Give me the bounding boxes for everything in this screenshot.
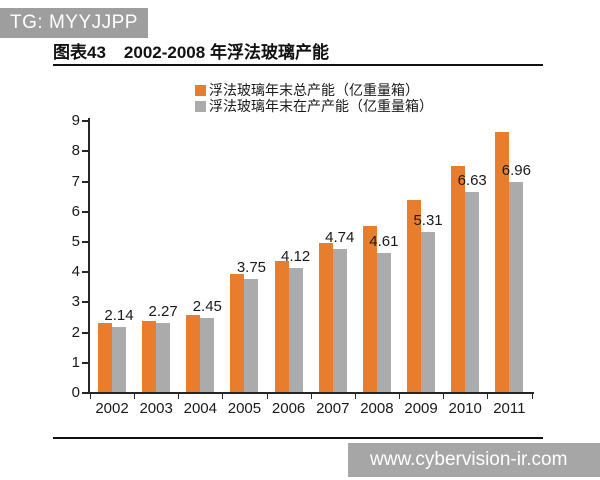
- x-axis-tick: [399, 394, 401, 399]
- y-axis-tick-label: 6: [71, 202, 80, 220]
- y-axis-tick-label: 0: [71, 384, 80, 401]
- bottom-divider: [53, 437, 543, 439]
- y-axis-tick: [82, 120, 88, 123]
- y-axis-tick: [82, 241, 88, 243]
- x-axis-category-label: 2005: [227, 400, 262, 417]
- x-axis-category-label: 2002: [95, 400, 129, 417]
- source-badge: TG: MYYJJPP: [0, 8, 148, 38]
- bar-data-label: 2.45: [192, 298, 222, 315]
- x-axis-category-label: 2009: [404, 400, 438, 417]
- bar-data-label: 4.12: [280, 247, 311, 265]
- x-axis-category-label: 2011: [493, 400, 526, 417]
- bar-in-production-capacity: [244, 278, 259, 392]
- y-axis-tick-label: 5: [71, 233, 80, 250]
- x-axis-category-label: 2010: [448, 400, 482, 417]
- y-axis-tick: [82, 150, 88, 153]
- bar-data-label: 6.63: [457, 171, 487, 189]
- bar-total-capacity: [142, 321, 157, 392]
- bar-in-production-capacity: [156, 323, 171, 392]
- bar-in-production-capacity: [288, 267, 303, 392]
- legend-label-in-production: 浮法玻璃年末在产产能（亿重量箱）: [209, 98, 433, 114]
- bar-data-label: 6.96: [501, 161, 531, 179]
- bar-total-capacity: [318, 242, 333, 392]
- y-axis-tick: [82, 210, 88, 213]
- y-axis-tick: [82, 271, 88, 274]
- y-axis-tick-label: 1: [71, 353, 80, 371]
- y-axis-line: [88, 118, 90, 394]
- x-axis-tick: [487, 394, 489, 399]
- x-axis-tick: [178, 394, 180, 399]
- y-axis-tick: [82, 301, 88, 304]
- x-axis-category-label: 2007: [316, 400, 350, 417]
- y-axis-tick-label: 8: [71, 142, 80, 160]
- x-axis-tick: [90, 394, 91, 399]
- y-axis-tick-label: 3: [71, 293, 80, 311]
- x-axis-category-label: 2008: [360, 400, 394, 417]
- bar-in-production-capacity: [200, 318, 215, 392]
- y-axis-tick: [82, 361, 88, 364]
- bar-data-label: 4.74: [325, 228, 355, 246]
- chart-title: 图表43 2002-2008 年浮法玻璃产能: [53, 38, 543, 66]
- bar-in-production-capacity: [509, 181, 524, 392]
- chart-title-text: 2002-2008 年浮法玻璃产能: [123, 43, 329, 62]
- x-axis-tick: [354, 394, 356, 399]
- y-axis-tick-label: 2: [71, 323, 80, 341]
- bar-total-capacity: [230, 274, 245, 392]
- bar-total-capacity: [362, 225, 377, 392]
- y-axis-tick: [82, 180, 88, 183]
- watermark: www.cybervision-ir.com: [348, 443, 600, 477]
- x-axis-tick: [266, 394, 268, 399]
- bar-data-label: 2.14: [104, 307, 134, 325]
- y-axis-tick-label: 7: [71, 172, 80, 190]
- bar-data-label: 5.31: [413, 211, 443, 229]
- bar-in-production-capacity: [465, 191, 480, 392]
- legend-item-in-production: 浮法玻璃年末在产产能（亿重量箱）: [195, 98, 433, 114]
- x-axis-line: [88, 392, 534, 394]
- bar-total-capacity: [98, 322, 112, 392]
- bar-data-label: 4.61: [369, 232, 399, 250]
- bar-in-production-capacity: [376, 252, 391, 392]
- bar-total-capacity: [451, 165, 466, 392]
- bar-total-capacity: [274, 260, 289, 392]
- legend-item-total: 浮法玻璃年末总产能（亿重量箱）: [195, 82, 433, 98]
- x-axis-tick: [310, 394, 312, 399]
- y-axis-tick: [82, 392, 88, 394]
- legend-label-total: 浮法玻璃年末总产能（亿重量箱）: [209, 82, 419, 98]
- x-axis-category-label: 2004: [183, 400, 217, 417]
- x-axis-tick: [134, 394, 136, 399]
- bar-total-capacity: [186, 314, 201, 392]
- bar-total-capacity: [495, 132, 510, 392]
- bar-in-production-capacity: [332, 248, 347, 392]
- x-axis-tick: [443, 394, 445, 399]
- legend-swatch-in-production-icon: [195, 100, 206, 112]
- x-axis-category-label: 2003: [139, 400, 173, 417]
- bar-data-label: 3.75: [236, 258, 267, 276]
- x-axis-tick: [222, 394, 224, 399]
- bar-data-label: 2.27: [148, 303, 178, 321]
- x-axis-category-label: 2006: [271, 400, 306, 417]
- bar-in-production-capacity: [112, 327, 126, 392]
- x-axis-tick: [531, 394, 533, 399]
- chart-title-prefix: 图表43: [53, 43, 106, 62]
- legend-swatch-total-icon: [195, 84, 206, 96]
- chart-legend: 浮法玻璃年末总产能（亿重量箱） 浮法玻璃年末在产产能（亿重量箱）: [195, 82, 433, 114]
- bar-total-capacity: [407, 200, 422, 392]
- y-axis-tick-label: 4: [71, 263, 80, 281]
- bar-in-production-capacity: [421, 231, 436, 392]
- y-axis-tick-label: 9: [71, 112, 80, 130]
- y-axis-tick: [82, 331, 88, 334]
